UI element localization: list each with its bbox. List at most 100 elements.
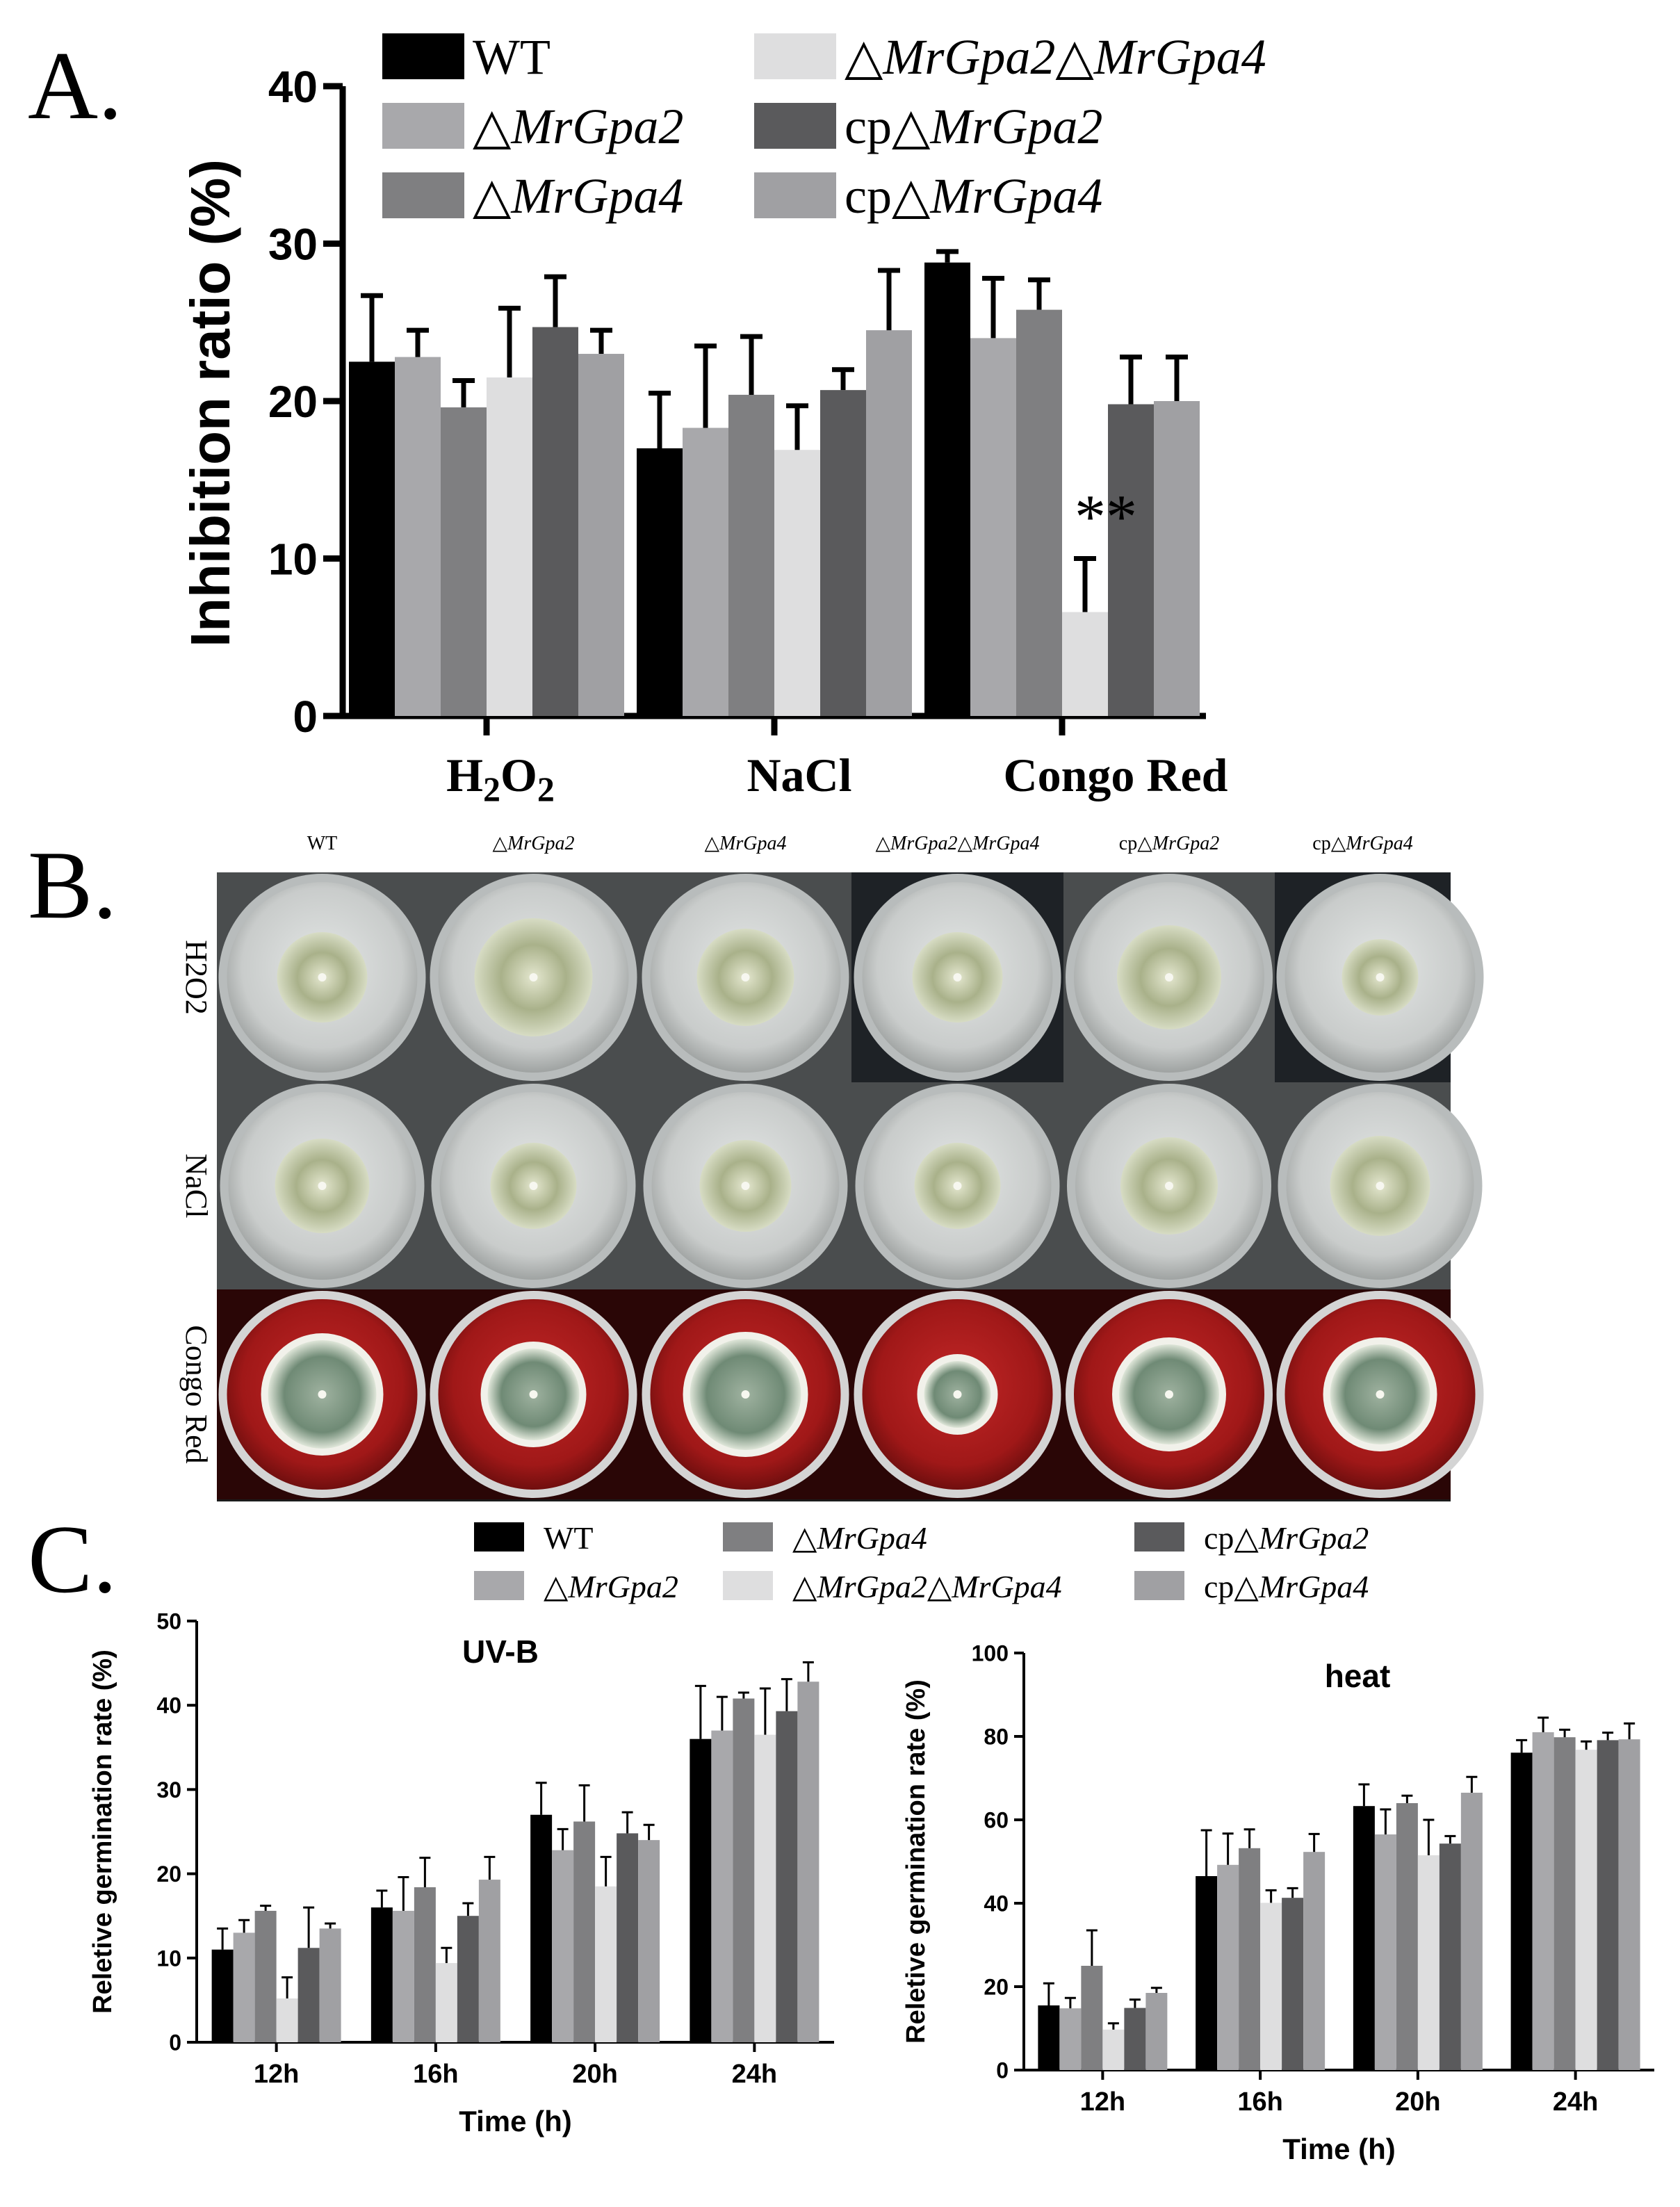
bar-16h-4 [1282, 1898, 1304, 2070]
colony-center [1165, 1182, 1173, 1190]
bar-congo-red-4 [1108, 404, 1154, 716]
colony-center [741, 973, 750, 982]
bar-16h-3 [1260, 1903, 1282, 2070]
legend-a-swatch [382, 33, 464, 79]
bar-24h-0 [690, 1738, 712, 2042]
y-tick-label: 40 [268, 62, 318, 112]
legend-c-label: △MrGpa2△MrGpa4 [792, 1569, 1062, 1604]
bar-16h-1 [392, 1910, 414, 2042]
colony-center [741, 1182, 750, 1190]
bar-24h-5 [1618, 1739, 1640, 2070]
legend-c-label: cp△MrGpa4 [1204, 1569, 1369, 1604]
y-tick-label: 40 [156, 1693, 181, 1718]
legend-a-label: △MrGpa2△MrGpa4 [845, 29, 1266, 85]
chart-c-heat: 0 20 40 60 80 100 heat 12h 16h 20h 24h Time (h) Rele… [902, 1641, 1654, 2165]
y-tick-label: 20 [984, 1975, 1009, 2000]
bar-24h-3 [754, 1734, 776, 2042]
colony-center [318, 1390, 327, 1399]
colony-center [1376, 1390, 1385, 1399]
legend-c-swatch [723, 1571, 773, 1600]
bar-nacl-1 [683, 427, 728, 716]
bar-nacl-2 [728, 394, 774, 716]
y-tick-label: 10 [268, 535, 318, 585]
bar-h2o2-0 [349, 361, 395, 716]
colony-center [529, 973, 538, 982]
x-category-label: 12h [254, 2060, 299, 2089]
plate-column-header: cp△MrGpa4 [1312, 833, 1412, 854]
bar-nacl-5 [866, 330, 912, 716]
x-category-label: 24h [732, 2060, 777, 2089]
bar-congo-red-1 [970, 338, 1016, 716]
colony-center [318, 1182, 327, 1190]
y-axis-label: Inhibition ratio (%) [179, 159, 241, 647]
plate-row-label: NaCl [179, 1154, 213, 1219]
bar-12h-3 [1102, 2029, 1125, 2070]
chart-a: 0 10 20 30 40 Inhibition ratio (%) H2O2 NaCl Con… [179, 62, 1228, 808]
legend-c-swatch [474, 1522, 524, 1552]
bar-12h-3 [276, 1998, 298, 2042]
bar-24h-4 [1597, 1740, 1619, 2070]
bar-20h-5 [638, 1840, 660, 2042]
bar-20h-3 [595, 1886, 617, 2042]
legend-c-label: WT [544, 1520, 594, 1556]
bar-h2o2-4 [532, 327, 578, 716]
plate-row-label: H2O2 [179, 940, 213, 1015]
y-tick-label: 40 [984, 1891, 1009, 1916]
legend-c-label: cp△MrGpa2 [1204, 1520, 1369, 1556]
bar-24h-4 [776, 1711, 798, 2042]
colony-center [529, 1182, 538, 1190]
legend-a-swatch [754, 103, 836, 149]
x-axis-label: Time (h) [459, 2105, 572, 2137]
bar-20h-5 [1460, 1793, 1483, 2070]
plate-column-header: WT [307, 833, 338, 854]
bar-12h-2 [254, 1910, 277, 2042]
bar-congo-red-0 [924, 262, 970, 716]
legend-c-label: △MrGpa4 [792, 1520, 927, 1556]
legend-c-swatch [1134, 1571, 1184, 1600]
colony-center [1165, 1390, 1173, 1399]
plates-grid: WT △MrGpa2 △MrGpa4 △MrGpa2△MrGpa4 cp△MrGpa2 c… [179, 833, 1484, 1501]
legend-a-swatch [754, 33, 836, 79]
bar-16h-5 [1303, 1852, 1326, 2070]
legend-c: WT△MrGpa2△MrGpa4△MrGpa2△MrGpa4cp△MrGpa2c… [474, 1520, 1369, 1604]
x-category-label: 24h [1553, 2087, 1598, 2117]
y-tick-label: 100 [972, 1641, 1009, 1666]
bar-16h-4 [457, 1916, 479, 2042]
bar-16h-0 [1196, 1876, 1218, 2070]
colony-center [318, 973, 327, 982]
bar-12h-5 [1145, 1993, 1168, 2070]
y-tick-label: 0 [293, 692, 318, 742]
y-tick-label: 30 [268, 220, 318, 270]
y-tick-label: 50 [156, 1609, 181, 1634]
legend-c-swatch [723, 1522, 773, 1552]
bar-16h-1 [1217, 1864, 1239, 2070]
bar-12h-4 [297, 1948, 320, 2042]
plate-column-header: △MrGpa2 [493, 833, 575, 854]
bar-12h-5 [319, 1928, 341, 2042]
bar-12h-0 [1038, 2005, 1060, 2070]
bar-nacl-4 [820, 390, 866, 716]
y-tick-label: 30 [156, 1777, 181, 1802]
legend-a-label: △MrGpa2 [473, 99, 683, 154]
x-category-label: 20h [1395, 2087, 1440, 2117]
colony-center [1165, 973, 1173, 982]
bar-24h-1 [1532, 1732, 1554, 2070]
colony-center [953, 973, 962, 982]
legend-c-label: △MrGpa2 [544, 1569, 678, 1604]
bar-20h-1 [1374, 1834, 1396, 2070]
colony-center [529, 1390, 538, 1399]
y-tick-label: 0 [169, 2030, 181, 2055]
chart-title: UV-B [462, 1634, 539, 1670]
bar-16h-2 [1239, 1848, 1261, 2070]
bar-24h-0 [1510, 1752, 1533, 2070]
bar-h2o2-2 [441, 407, 487, 716]
x-category-label: Congo Red [1003, 749, 1228, 801]
plate-column-header: cp△MrGpa2 [1119, 833, 1219, 854]
panel-a-label: A. [28, 32, 122, 140]
legend-a-swatch [382, 172, 464, 218]
x-axis-label: Time (h) [1282, 2133, 1396, 2165]
legend-a-label: cp△MrGpa4 [845, 168, 1102, 224]
bar-congo-red-3 [1062, 612, 1108, 716]
x-category-label: 12h [1080, 2087, 1125, 2117]
